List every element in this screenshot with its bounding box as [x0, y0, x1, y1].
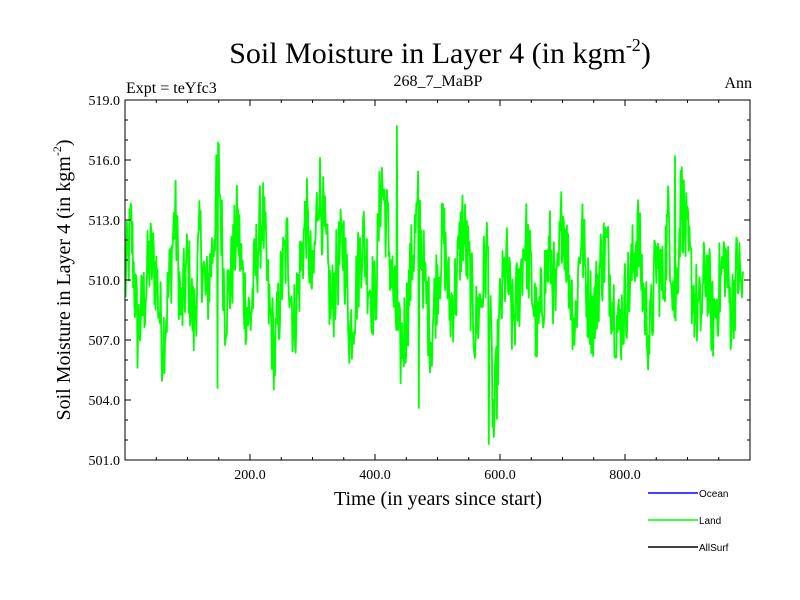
legend-label-allsurf: AllSurf [699, 543, 729, 554]
y-tick-label: 516.0 [89, 154, 121, 169]
y-tick-label: 519.0 [89, 94, 121, 109]
y-tick-label: 501.0 [89, 454, 121, 469]
subtitle-center: 268_7_MaBP [394, 73, 483, 90]
x-axis-label: Time (in years since start) [334, 488, 542, 510]
y-axis: 501.0 504.0 507.0 510.0 513.0 516.0 519.0 [89, 94, 750, 469]
x-tick-label: 200.0 [234, 468, 266, 483]
chart-title: Soil Moisture in Layer 4 (in kgm-2) [229, 35, 651, 70]
legend-label-land: Land [699, 516, 721, 527]
subtitle-right: Ann [724, 75, 752, 92]
subtitle-left: Expt = teYfc3 [126, 80, 217, 97]
y-tick-label: 510.0 [89, 274, 121, 289]
legend: Ocean Land AllSurf [648, 489, 729, 554]
x-tick-label: 600.0 [484, 468, 516, 483]
x-axis: 200.0 400.0 600.0 800.0 [155, 100, 720, 483]
legend-label-ocean: Ocean [699, 489, 728, 500]
y-tick-label: 513.0 [89, 214, 121, 229]
series-line-land [125, 125, 744, 445]
x-tick-label: 800.0 [609, 468, 641, 483]
y-tick-label: 507.0 [89, 334, 121, 349]
y-tick-label: 504.0 [89, 394, 121, 409]
y-axis-label: Soil Moisture in Layer 4 (in kgm-2) [50, 139, 75, 420]
x-tick-label: 400.0 [359, 468, 391, 483]
